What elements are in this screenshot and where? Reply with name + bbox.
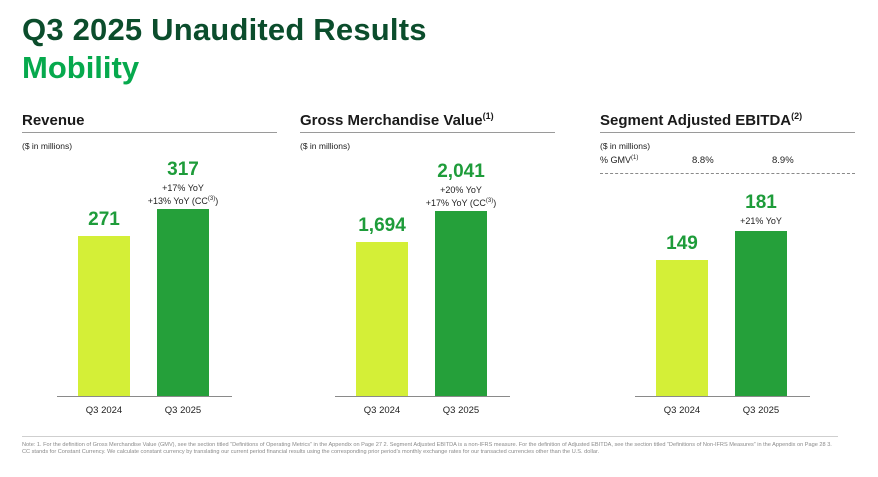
footnote-divider	[22, 436, 838, 437]
bar-curr	[435, 211, 487, 396]
bar-prev	[656, 260, 708, 396]
yoy-tail: )	[493, 198, 497, 208]
x-axis-label: Q3 2024	[363, 405, 401, 416]
pct-gmv-value-curr: 8.9%	[772, 155, 794, 166]
yoy-label: +17% YoY (CC(3))	[411, 196, 511, 209]
x-axis-label: Q3 2024	[85, 405, 123, 416]
bar-curr	[157, 209, 209, 396]
x-axis-label: Q3 2025	[442, 405, 480, 416]
unit-label: ($ in millions)	[300, 141, 351, 151]
chart-baseline	[635, 396, 810, 397]
x-axis-label: Q3 2025	[164, 405, 202, 416]
yoy-label: +13% YoY (CC(3))	[133, 194, 233, 207]
panel-title-sup: (1)	[482, 111, 494, 121]
revenue-panel: Revenue ($ in millions) 271 Q3 2024 +17% Y…	[22, 105, 277, 425]
yoy-label: +20% YoY	[411, 185, 511, 196]
yoy-label: +17% YoY	[133, 183, 233, 194]
yoy-tail: )	[215, 196, 219, 206]
bar-value-label: 271	[88, 209, 120, 231]
bar-value-label: 149	[666, 233, 698, 255]
yoy-sup: (3)	[207, 196, 216, 202]
panel-title-sup: (2)	[791, 111, 803, 121]
footnote: Note: 1. For the definition of Gross Mer…	[22, 442, 832, 455]
pct-gmv-value-prev: 8.8%	[692, 155, 714, 166]
yoy-sup: (3)	[485, 198, 494, 204]
bar-value-label: 181	[745, 192, 777, 213]
pct-gmv-label-sup: (1)	[631, 155, 639, 161]
yoy-label: +21% YoY	[711, 216, 811, 227]
chart-baseline	[57, 396, 232, 397]
panel-title-rule	[22, 132, 277, 133]
yoy-text: +13% YoY (CC	[147, 196, 208, 206]
panel-title: Segment Adjusted EBITDA(2)	[600, 111, 802, 129]
gmv-panel: Gross Merchandise Value(1) ($ in million…	[300, 105, 555, 425]
bar-prev	[356, 242, 408, 396]
bar-value-label: 317	[167, 159, 199, 180]
panel-title-rule	[600, 132, 855, 133]
panel-title: Gross Merchandise Value(1)	[300, 111, 494, 129]
yoy-text: +21% YoY	[740, 216, 782, 226]
page-subtitle: Mobility	[22, 50, 140, 85]
panel-title-text: Gross Merchandise Value	[300, 112, 483, 129]
panel-title: Revenue	[22, 111, 85, 129]
dashed-divider	[600, 173, 855, 174]
bar-prev	[78, 236, 130, 396]
panel-title-text: Revenue	[22, 112, 85, 129]
bar-value-label: 1,694	[358, 215, 406, 237]
page-title: Q3 2025 Unaudited Results	[22, 12, 427, 47]
ebitda-panel: Segment Adjusted EBITDA(2) ($ in million…	[600, 105, 855, 425]
x-axis-label: Q3 2024	[663, 405, 701, 416]
yoy-text: +20% YoY	[440, 185, 482, 195]
pct-gmv-label-text: % GMV	[600, 155, 632, 165]
panel-title-text: Segment Adjusted EBITDA	[600, 112, 792, 129]
panel-title-rule	[300, 132, 555, 133]
bar-curr	[735, 231, 787, 396]
bar-value-label: 2,041	[437, 161, 485, 182]
chart-baseline	[335, 396, 510, 397]
x-axis-label: Q3 2025	[742, 405, 780, 416]
yoy-text: +17% YoY (CC	[425, 198, 486, 208]
unit-label: ($ in millions)	[22, 141, 73, 151]
unit-label: ($ in millions)	[600, 141, 651, 151]
pct-gmv-label: % GMV(1)	[600, 155, 638, 165]
yoy-text: +17% YoY	[162, 183, 204, 193]
